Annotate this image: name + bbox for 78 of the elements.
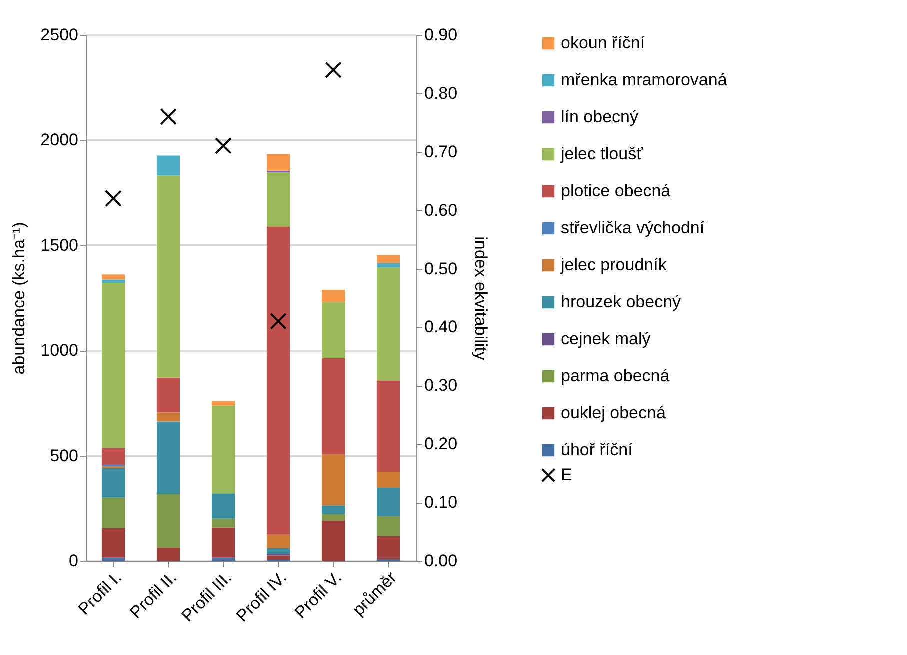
- legend-label: úhoř říční: [561, 440, 634, 460]
- y2-tick-label: 0.90: [424, 26, 458, 44]
- legend-label: cejnek malý: [561, 330, 652, 348]
- y2-tick-label: 0.30: [424, 376, 458, 396]
- y-tick-label: 1500: [40, 236, 78, 255]
- bar: [156, 422, 180, 494]
- y-tick-label: 0: [69, 552, 78, 570]
- point: [105, 190, 122, 208]
- bar: [156, 494, 180, 548]
- bar: [212, 558, 236, 561]
- legend-label: E: [561, 466, 572, 484]
- bar: [376, 263, 400, 268]
- bar: [376, 472, 400, 488]
- y-tick-label: 2000: [40, 130, 78, 150]
- legend-label: ouklej obecná: [561, 404, 666, 422]
- y-tick-label: 1000: [40, 341, 78, 360]
- bar: [156, 378, 180, 413]
- point: [215, 138, 232, 154]
- legend-label: jelec proudník: [560, 256, 668, 274]
- bar: [102, 448, 126, 466]
- bar: [102, 558, 126, 561]
- bar: [102, 528, 126, 558]
- bar: [322, 506, 346, 514]
- bar: [376, 516, 400, 536]
- legend-label: střevlička východní: [561, 218, 705, 238]
- bar: [102, 468, 126, 498]
- bar: [266, 172, 290, 227]
- bar: [156, 176, 180, 378]
- bar: [212, 528, 236, 558]
- bar: [156, 548, 180, 561]
- bar: [212, 401, 236, 406]
- y2-tick-label: 0.40: [424, 318, 458, 337]
- y2-tick-label: 0.20: [424, 434, 458, 454]
- bar: [376, 380, 400, 472]
- y2-tick-label: 0.70: [424, 142, 458, 162]
- y2-tick-label: 0.00: [424, 552, 458, 570]
- y-tick-label: 2500: [40, 26, 78, 44]
- y2-axis-title: index ekvitability: [472, 236, 491, 361]
- bar: [102, 498, 126, 528]
- bar: [266, 154, 290, 171]
- legend-label: parma obecná: [561, 366, 670, 386]
- bar: [322, 454, 346, 506]
- bar: [376, 255, 400, 264]
- bar: [322, 520, 346, 561]
- bar: [102, 280, 126, 284]
- bar: [156, 156, 180, 176]
- point: [160, 108, 177, 126]
- bar: [102, 283, 126, 448]
- bar: [322, 514, 346, 521]
- bar: [376, 268, 400, 381]
- legend-label: hrouzek obecný: [561, 292, 682, 312]
- bar: [212, 494, 236, 519]
- bar: [212, 406, 236, 494]
- point: [270, 312, 287, 330]
- y2-tick-label: 0.50: [424, 259, 458, 278]
- bar: [322, 358, 346, 454]
- bar: [102, 274, 126, 280]
- legend-label: jelec tloušť: [560, 144, 644, 164]
- bar: [266, 226, 290, 535]
- bar: [322, 302, 346, 358]
- y-axis-title: abundance (ks.ha⁻¹): [10, 222, 29, 375]
- legend-label: mřenka mramorovaná: [561, 70, 728, 90]
- bar: [212, 518, 236, 528]
- y2-tick-label: 0.60: [424, 200, 458, 220]
- legend-label: okoun říční: [561, 34, 646, 52]
- bar: [156, 412, 180, 422]
- bar: [322, 290, 346, 302]
- bar: [376, 536, 400, 560]
- bar: [266, 534, 290, 548]
- y2-tick-label: 0.80: [424, 84, 458, 103]
- bar: [266, 556, 290, 560]
- y2-tick-label: 0.10: [424, 493, 458, 512]
- legend-label: plotice obecná: [561, 182, 672, 200]
- point: [325, 62, 342, 78]
- bar: [376, 488, 400, 516]
- bar: [266, 548, 290, 554]
- y-tick-label: 500: [50, 446, 78, 466]
- legend-label: lín obecný: [561, 108, 639, 126]
